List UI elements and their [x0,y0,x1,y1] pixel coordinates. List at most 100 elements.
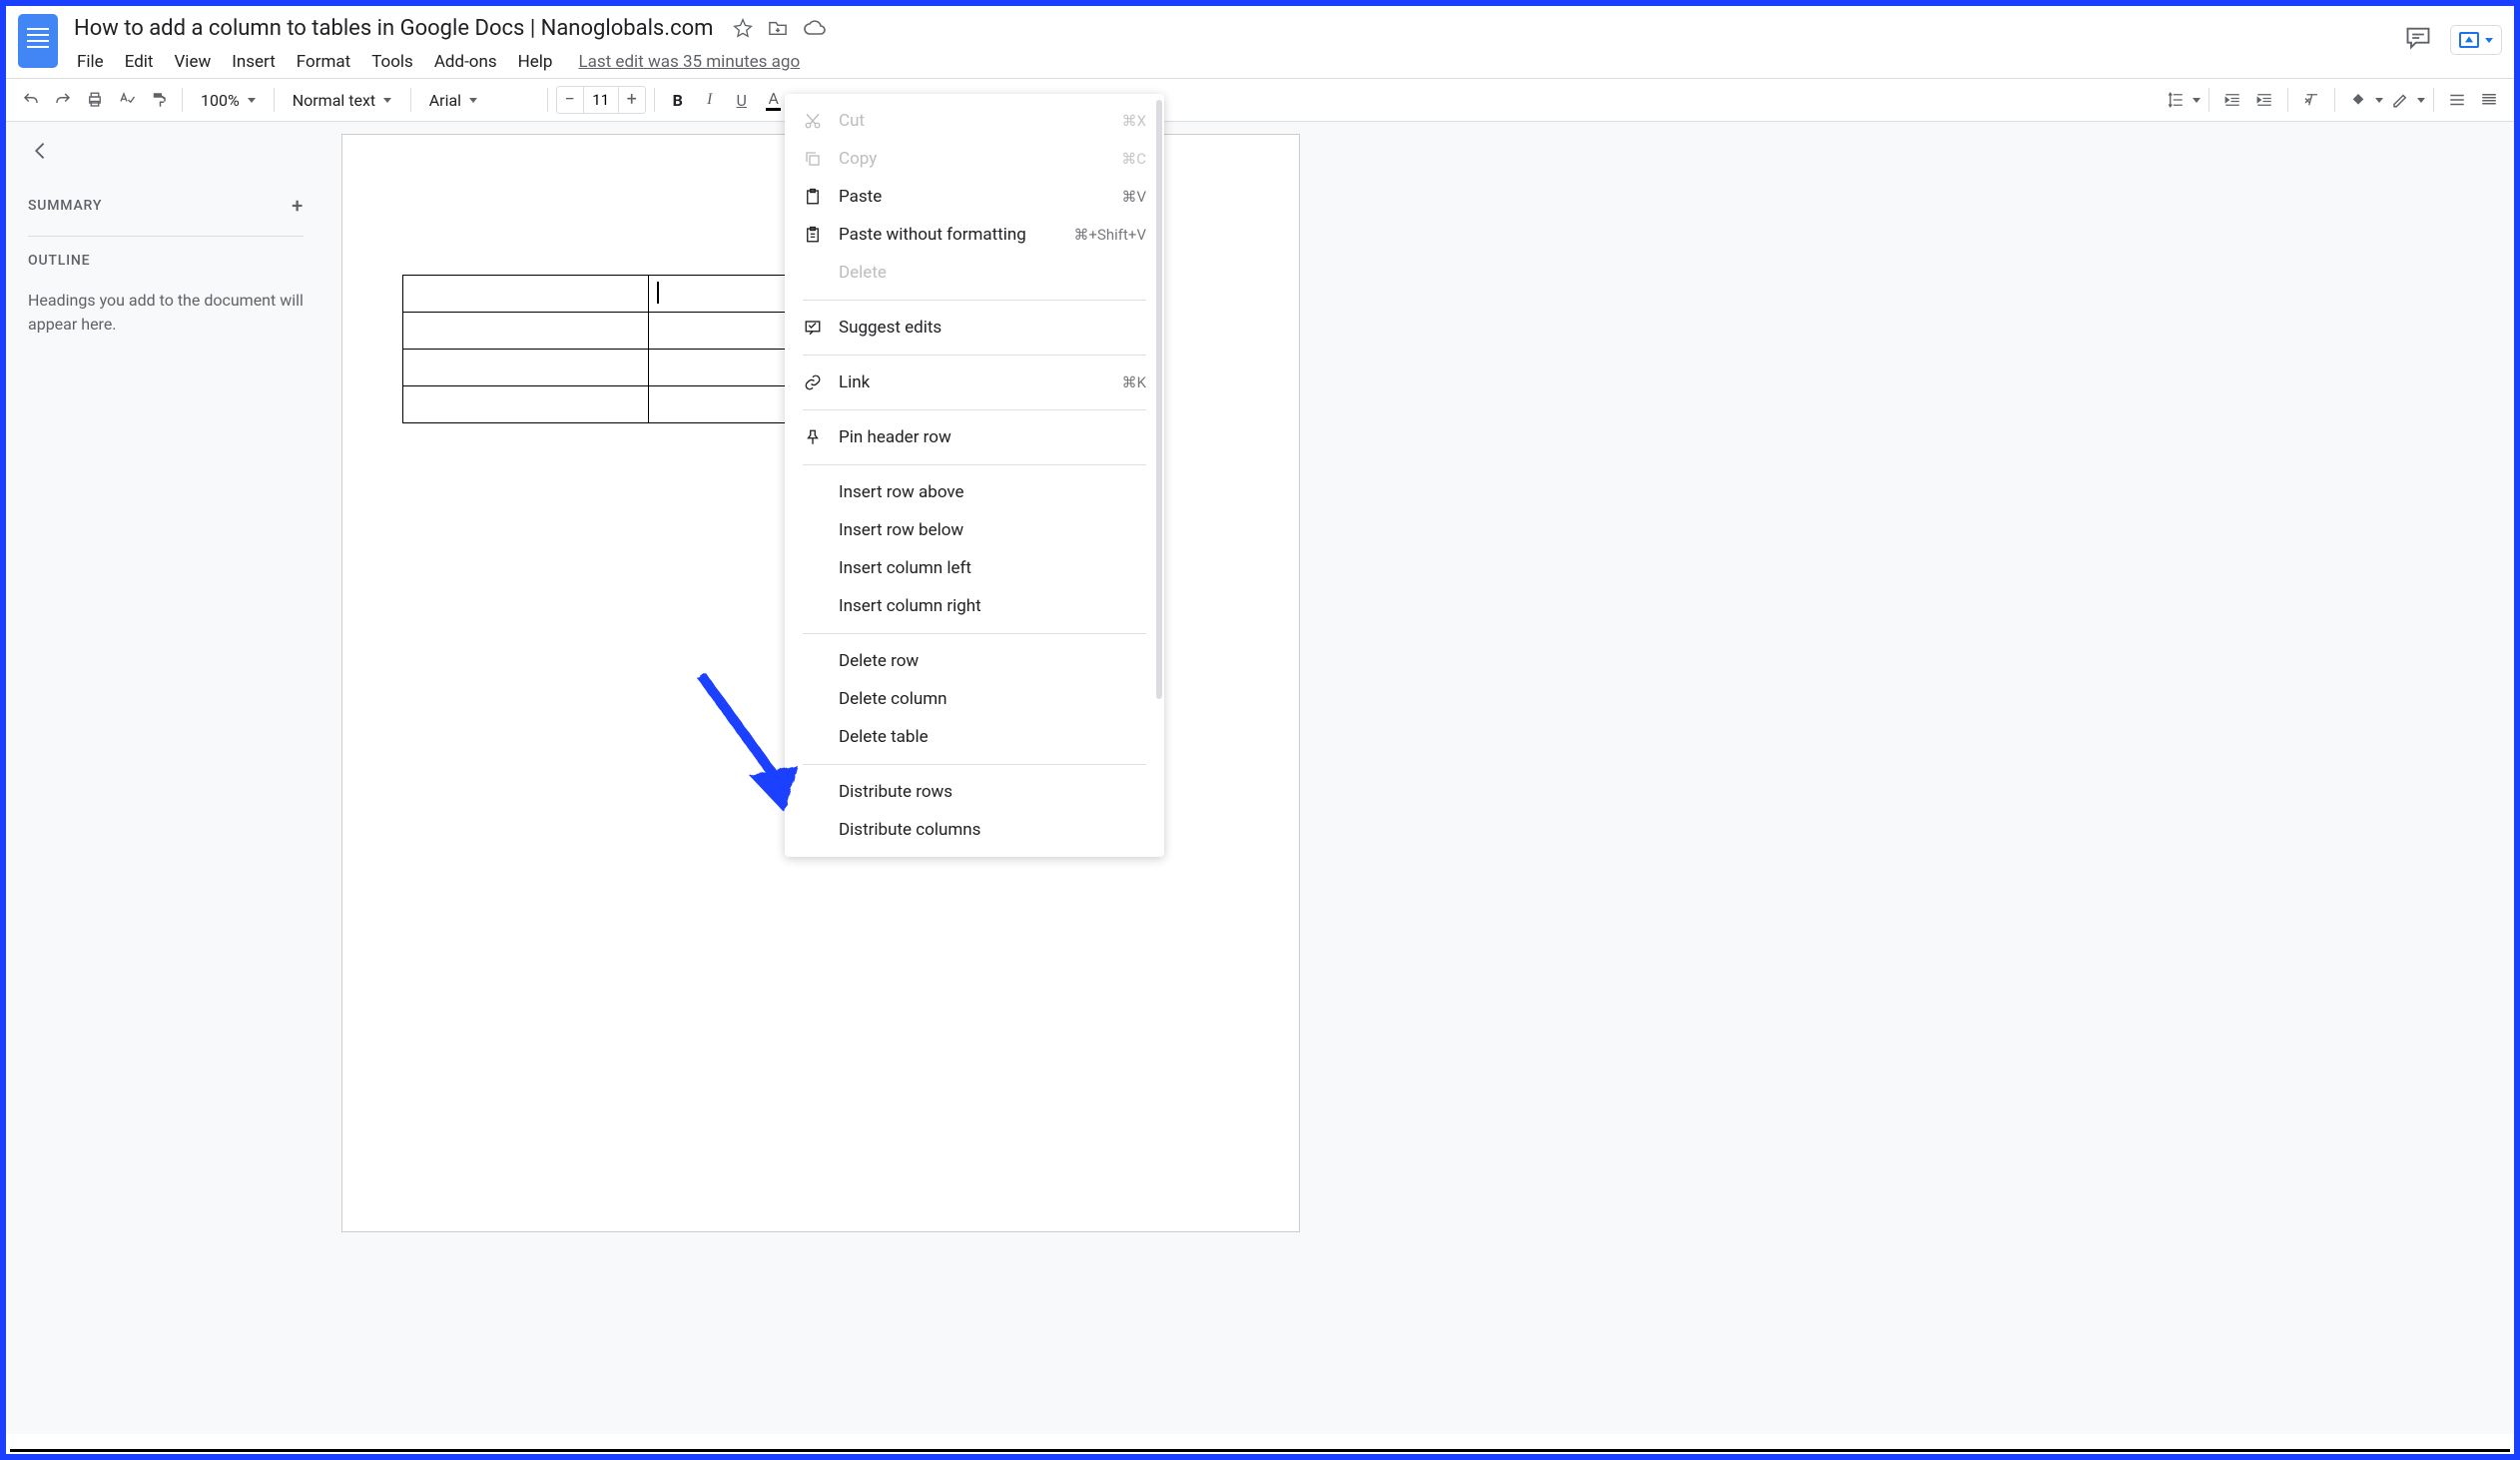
align-button[interactable] [2442,85,2472,115]
context-menu-item[interactable]: Delete column [785,680,1164,718]
context-menu-item[interactable]: Paste without formatting ⌘+Shift+V [785,216,1164,254]
outline-pane: SUMMARY + OUTLINE Headings you add to th… [6,122,325,1434]
menu-edit[interactable]: Edit [116,48,163,76]
context-menu-separator [803,633,1146,634]
context-menu-shortcut: ⌘K [1122,373,1146,391]
table-cell[interactable] [403,276,649,313]
menu-format[interactable]: Format [288,48,359,76]
context-menu-label: Pin header row [839,427,1146,447]
indent-increase-button[interactable] [2249,85,2279,115]
context-menu-item[interactable]: Insert row below [785,511,1164,549]
star-icon[interactable] [733,18,753,38]
context-menu-item: Cut ⌘X [785,102,1164,140]
fill-color-button[interactable] [2343,85,2373,115]
comments-icon[interactable] [2404,24,2432,56]
italic-button[interactable]: I [695,85,725,115]
zoom-select[interactable]: 100% [191,85,266,115]
context-menu-shortcut: ⌘C [1121,150,1146,168]
line-spacing-button[interactable] [2161,85,2191,115]
outline-collapse-icon[interactable] [28,140,304,166]
context-menu-separator [803,409,1146,410]
cut-icon [803,112,823,130]
share-button[interactable] [2450,25,2502,55]
scrollbar[interactable] [1156,100,1162,699]
context-menu-item[interactable]: Distribute columns [785,811,1164,849]
document-title[interactable]: How to add a column to tables in Google … [68,14,719,43]
menu-view[interactable]: View [165,48,220,76]
context-menu-item[interactable]: Suggest edits [785,309,1164,347]
context-menu-item[interactable]: Distribute rows [785,773,1164,811]
underline-button[interactable]: U [727,85,757,115]
menu-insert[interactable]: Insert [223,48,285,76]
redo-button[interactable] [48,85,78,115]
context-menu-label: Distribute rows [839,782,1146,802]
context-menu-shortcut: ⌘+Shift+V [1073,226,1146,244]
context-menu-separator [803,764,1146,765]
context-menu-item[interactable]: Delete row [785,642,1164,680]
context-menu: Cut⌘XCopy⌘CPaste⌘VPaste without formatti… [785,94,1164,857]
more-button[interactable] [2474,85,2504,115]
context-menu-label: Insert column left [839,558,1146,578]
bold-button[interactable]: B [663,85,693,115]
fontsize-value[interactable]: 11 [583,87,619,113]
table-cell[interactable] [403,386,649,423]
undo-button[interactable] [16,85,46,115]
indent-decrease-button[interactable] [2217,85,2247,115]
chevron-down-icon [2485,38,2493,43]
link-icon [803,373,823,391]
add-summary-icon[interactable]: + [292,194,304,218]
context-menu-item[interactable]: Delete table [785,718,1164,756]
font-select[interactable]: Arial [419,85,539,115]
spellcheck-button[interactable] [112,85,142,115]
table-cell[interactable] [403,313,649,350]
menu-file[interactable]: File [68,48,113,76]
fontsize-stepper[interactable]: − 11 + [556,86,646,114]
context-menu-label: Insert row above [839,482,1146,502]
paste-plain-icon [803,226,823,244]
clear-formatting-button[interactable] [2296,85,2326,115]
table-cell[interactable] [403,350,649,386]
print-button[interactable] [80,85,110,115]
context-menu-label: Delete row [839,651,1146,671]
outline-placeholder: Headings you add to the document will ap… [28,289,304,337]
divider [28,236,304,237]
share-icon [2459,32,2479,48]
menu-bar: File Edit View Insert Format Tools Add-o… [68,46,2394,78]
context-menu-item: Copy⌘C [785,140,1164,178]
context-menu-item[interactable]: Insert column left [785,549,1164,587]
context-menu-separator [803,355,1146,356]
context-menu-item[interactable]: Link ⌘K [785,364,1164,401]
pin-icon [803,428,823,446]
context-menu-label: Insert column right [839,596,1146,616]
menu-tools[interactable]: Tools [362,48,422,76]
outline-heading: OUTLINE [28,253,304,269]
context-menu-shortcut: ⌘X [1122,112,1146,130]
context-menu-item[interactable]: Paste⌘V [785,178,1164,216]
context-menu-label: Paste [839,187,1105,207]
context-menu-label: Delete table [839,727,1146,747]
cloud-status-icon[interactable] [803,19,827,37]
context-menu-item[interactable]: Insert column right [785,587,1164,625]
context-menu-label: Insert row below [839,520,1146,540]
document-canvas[interactable] [325,122,2514,1434]
context-menu-item[interactable]: Pin header row [785,418,1164,456]
move-icon[interactable] [767,19,789,37]
context-menu-item[interactable]: Insert row above [785,473,1164,511]
menu-addons[interactable]: Add-ons [425,48,506,76]
last-edit-link[interactable]: Last edit was 35 minutes ago [578,52,800,72]
context-menu-label: Delete [839,263,1146,283]
context-menu-label: Delete column [839,689,1146,709]
style-select[interactable]: Normal text [283,85,402,115]
docs-logo-icon[interactable] [18,14,58,68]
paint-format-button[interactable] [144,85,174,115]
menu-help[interactable]: Help [509,48,562,76]
fontsize-decrease[interactable]: − [557,87,583,113]
border-color-button[interactable] [2385,85,2415,115]
fontsize-increase[interactable]: + [619,87,645,113]
context-menu-label: Link [839,372,1106,392]
paste-icon [803,188,823,206]
context-menu-label: Cut [839,111,1106,131]
context-menu-label: Paste without formatting [839,225,1057,245]
context-menu-item: Delete [785,254,1164,292]
context-menu-separator [803,464,1146,465]
